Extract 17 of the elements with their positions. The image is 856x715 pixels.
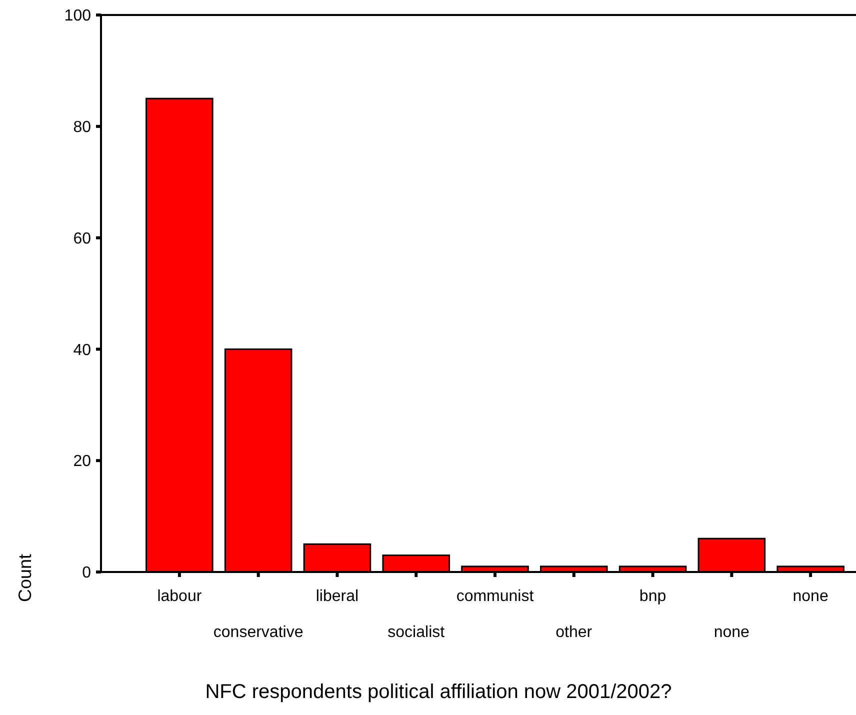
- x-tick-label: socialist: [388, 624, 446, 641]
- y-axis-title: Count: [15, 554, 35, 602]
- x-tick-label: none: [792, 588, 828, 605]
- x-tick-label: other: [556, 624, 593, 641]
- y-tick-label: 60: [73, 230, 92, 248]
- y-tick-label: 80: [73, 119, 92, 136]
- y-tick-label: 100: [64, 8, 92, 25]
- x-tick-label: communist: [456, 588, 534, 605]
- x-tick-label: conservative: [213, 624, 304, 641]
- x-tick-label: none: [714, 624, 750, 641]
- x-tick-label: labour: [157, 588, 202, 605]
- x-tick-label: liberal: [316, 588, 359, 605]
- x-tick-label: bnp: [639, 588, 666, 605]
- y-tick-label: 0: [82, 564, 92, 582]
- y-tick-label: 20: [73, 453, 92, 470]
- x-axis-title: NFC respondents political affiliation now 2001/2002?: [205, 681, 672, 703]
- y-tick-label: 40: [73, 342, 92, 359]
